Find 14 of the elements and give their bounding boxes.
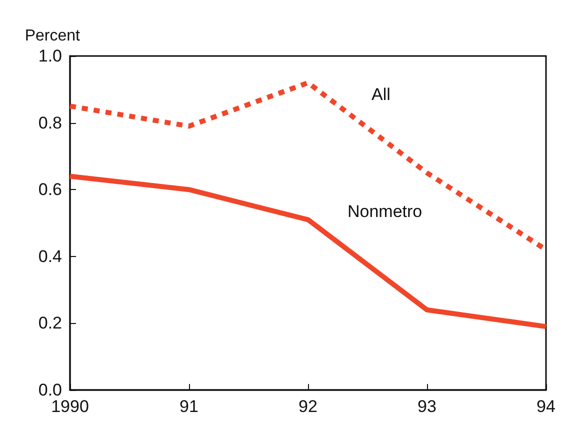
x-tick-label: 94 bbox=[536, 397, 556, 416]
y-tick-label: 0.2 bbox=[38, 314, 62, 333]
y-tick-label: 0.0 bbox=[38, 380, 62, 400]
series-label: Nonmetro bbox=[348, 202, 422, 221]
y-tick-label: 0.8 bbox=[38, 113, 62, 132]
y-tick-label: 0.6 bbox=[38, 180, 62, 200]
y-axis-title: Percent bbox=[24, 28, 81, 44]
x-tick-label: 1990 bbox=[51, 397, 89, 416]
x-tick-label: 93 bbox=[418, 397, 436, 416]
x-tick-label: 92 bbox=[298, 397, 318, 416]
series-label: All bbox=[372, 84, 390, 104]
y-tick-label: 1.0 bbox=[38, 46, 62, 66]
y-tick-label: 0.4 bbox=[38, 246, 62, 266]
x-tick-label: 91 bbox=[180, 397, 198, 416]
